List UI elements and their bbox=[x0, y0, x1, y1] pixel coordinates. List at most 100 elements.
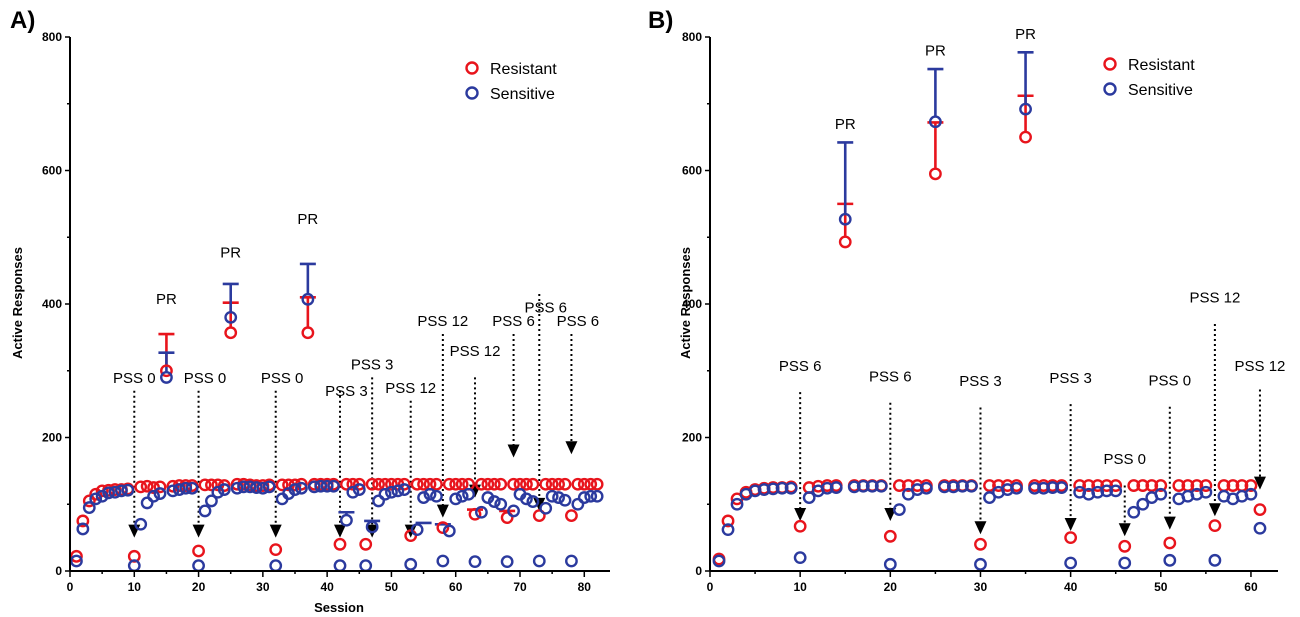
point-resistant bbox=[520, 477, 533, 491]
point-sensitive bbox=[892, 503, 906, 516]
panel-a-y-axis-title: Active Responses bbox=[10, 247, 25, 359]
point-resistant bbox=[487, 477, 501, 491]
point-sensitive bbox=[874, 479, 888, 493]
point-sensitive bbox=[391, 484, 405, 498]
point-resistant bbox=[1136, 479, 1150, 492]
point-sensitive bbox=[1010, 481, 1023, 495]
y-tick-label: 200 bbox=[682, 431, 702, 445]
point-sensitive bbox=[883, 557, 897, 571]
x-tick-label: 50 bbox=[1154, 580, 1168, 594]
point-sensitive bbox=[730, 497, 744, 511]
point-sensitive bbox=[487, 495, 501, 508]
point-sensitive bbox=[404, 557, 418, 571]
point-sensitive bbox=[766, 482, 780, 496]
point-sensitive bbox=[70, 554, 83, 568]
point-sensitive bbox=[365, 520, 379, 534]
point-resistant bbox=[793, 519, 807, 533]
point-sensitive bbox=[577, 491, 591, 504]
point-sensitive bbox=[721, 523, 735, 537]
arrow-head bbox=[469, 484, 481, 498]
y-tick-label: 800 bbox=[42, 30, 62, 44]
point-resistant bbox=[385, 477, 398, 491]
legend-marker-sensitive bbox=[465, 86, 479, 100]
point-sensitive bbox=[256, 481, 270, 495]
panel-b-legend: Resistant Sensitive bbox=[1103, 57, 1195, 99]
point-sensitive bbox=[748, 484, 762, 498]
point-resistant bbox=[166, 479, 180, 493]
point-sensitive bbox=[224, 310, 238, 324]
x-tick-label: 40 bbox=[1064, 580, 1078, 594]
point-resistant bbox=[468, 507, 482, 521]
point-resistant bbox=[95, 484, 109, 498]
arrow-head bbox=[1163, 516, 1176, 530]
point-sensitive bbox=[121, 483, 135, 497]
point-resistant bbox=[1082, 479, 1096, 492]
point-resistant bbox=[584, 477, 598, 491]
pr-label: PR bbox=[835, 116, 856, 133]
point-resistant bbox=[892, 479, 906, 492]
point-sensitive bbox=[346, 485, 360, 499]
point-sensitive bbox=[352, 483, 366, 496]
point-sensitive bbox=[974, 557, 987, 571]
point-sensitive bbox=[314, 479, 328, 493]
point-resistant bbox=[359, 537, 373, 551]
point-sensitive bbox=[397, 483, 411, 496]
point-resistant bbox=[590, 477, 604, 491]
point-resistant bbox=[397, 477, 411, 491]
panel-a-marks: PSS 0 PSS 0 PSS 0 PSS 3 PSS 3 PSS 12 PSS 12 PSS… bbox=[70, 211, 604, 573]
point-resistant bbox=[552, 477, 565, 491]
x-tick-label: 60 bbox=[449, 580, 463, 594]
point-sensitive bbox=[417, 491, 430, 504]
x-tick-label: 60 bbox=[1244, 580, 1258, 594]
point-sensitive bbox=[237, 480, 250, 494]
phase-label: PSS 0 bbox=[261, 370, 304, 387]
point-sensitive bbox=[820, 481, 834, 495]
panel-b-label: B) bbox=[648, 7, 673, 34]
arrow-head bbox=[533, 497, 546, 511]
point-sensitive bbox=[545, 489, 559, 503]
point-sensitive bbox=[468, 555, 482, 569]
phase-label: PSS 0 bbox=[184, 370, 227, 387]
phase-label: PSS 0 bbox=[113, 370, 156, 387]
point-sensitive bbox=[179, 481, 193, 495]
point-sensitive bbox=[449, 492, 463, 506]
point-sensitive bbox=[160, 371, 173, 384]
point-sensitive bbox=[829, 481, 843, 494]
point-resistant bbox=[1253, 503, 1267, 516]
point-sensitive bbox=[1208, 553, 1222, 567]
x-tick-label: 0 bbox=[707, 580, 714, 594]
point-resistant bbox=[1208, 519, 1222, 533]
panel-b-y-axis: 0 200 400 600 800 bbox=[682, 30, 710, 578]
point-sensitive bbox=[166, 484, 180, 498]
point-resistant bbox=[70, 549, 83, 563]
point-sensitive bbox=[1118, 556, 1132, 570]
point-sensitive bbox=[423, 487, 437, 501]
point-sensitive bbox=[1064, 556, 1078, 570]
panel-b-y-axis-title: Active Responses bbox=[678, 247, 693, 359]
y-tick-label: 600 bbox=[42, 164, 62, 178]
x-tick-label: 40 bbox=[320, 580, 334, 594]
point-sensitive bbox=[507, 504, 520, 518]
point-sensitive bbox=[250, 481, 263, 494]
point-sensitive bbox=[243, 480, 257, 494]
point-sensitive bbox=[500, 555, 514, 569]
point-sensitive bbox=[965, 479, 978, 493]
point-resistant bbox=[1118, 539, 1132, 553]
point-sensitive bbox=[172, 483, 186, 496]
point-resistant bbox=[160, 364, 173, 378]
point-sensitive bbox=[712, 554, 726, 568]
point-sensitive bbox=[983, 491, 996, 504]
point-sensitive bbox=[475, 505, 488, 519]
legend-marker-resistant bbox=[1103, 57, 1117, 71]
point-sensitive bbox=[359, 559, 373, 573]
point-resistant bbox=[333, 537, 347, 551]
y-tick-label: 400 bbox=[682, 297, 702, 311]
point-sensitive bbox=[1028, 481, 1041, 495]
point-sensitive bbox=[1154, 487, 1168, 501]
point-sensitive bbox=[269, 559, 283, 573]
point-sensitive bbox=[856, 479, 870, 493]
point-sensitive bbox=[82, 501, 96, 514]
point-resistant bbox=[883, 529, 897, 543]
point-resistant bbox=[269, 543, 283, 557]
